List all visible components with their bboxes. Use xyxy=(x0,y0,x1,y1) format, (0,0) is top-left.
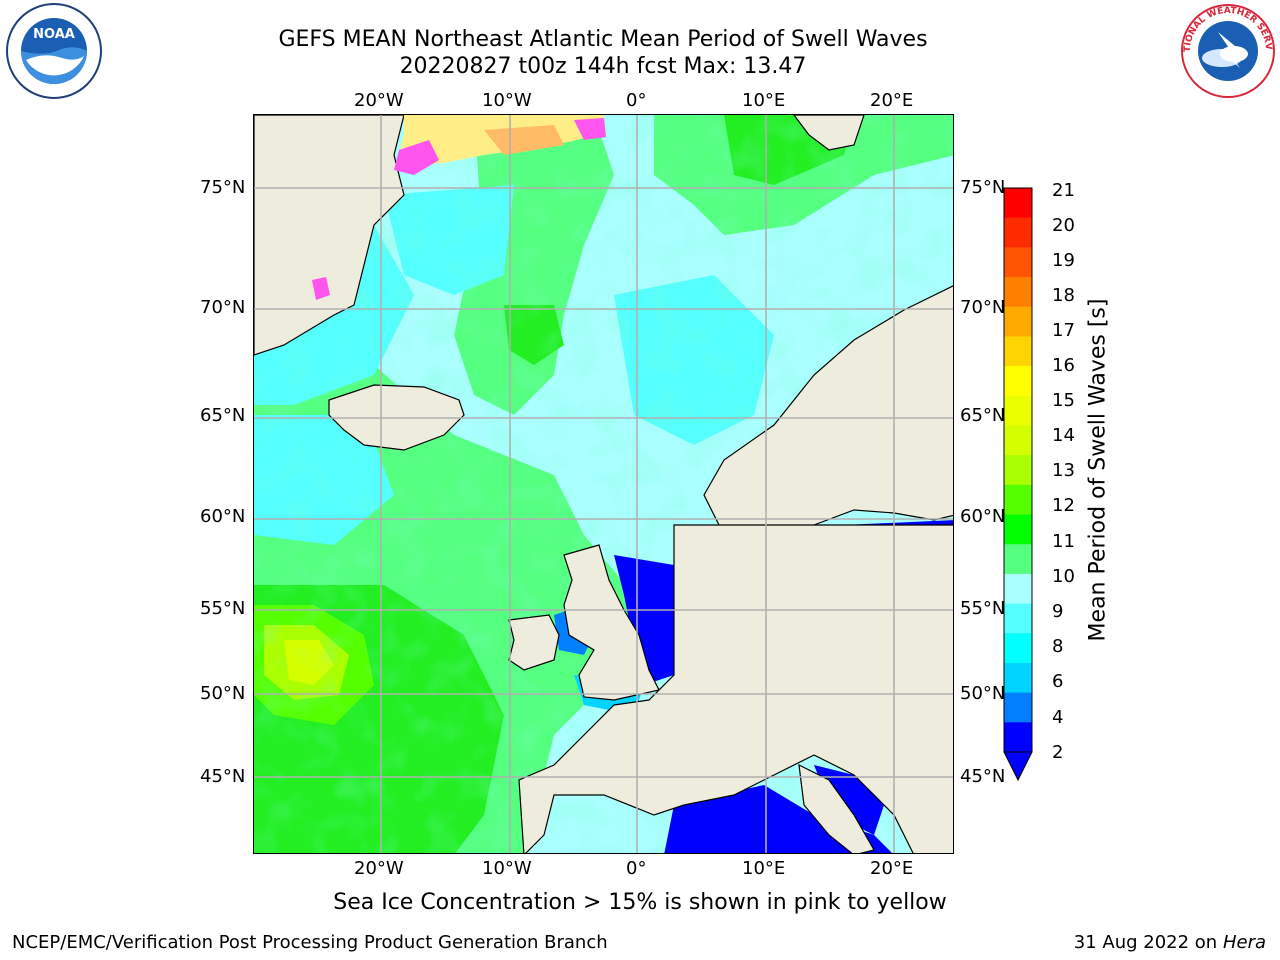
colorbar-band xyxy=(1004,277,1032,308)
lat-label-right-55n: 55°N xyxy=(960,598,1006,619)
colorbar-tick: 8 xyxy=(1052,636,1064,657)
footer-machine: Hera xyxy=(1222,932,1266,953)
colorbar-label: Mean Period of Swell Waves [s] xyxy=(1085,298,1111,642)
colorbar-band xyxy=(1004,544,1032,575)
lat-label-right-60n: 60°N xyxy=(960,506,1006,527)
colorbar-tick: 12 xyxy=(1052,495,1075,516)
colorbar-band xyxy=(1004,633,1032,664)
lon-label-bottom-10e: 10°E xyxy=(742,858,786,879)
colorbar-tick: 13 xyxy=(1052,460,1075,481)
chart-title: GEFS MEAN Northeast Atlantic Mean Period… xyxy=(278,27,928,52)
lat-label-right-65n: 65°N xyxy=(960,405,1006,426)
lat-label-left-55n: 55°N xyxy=(200,598,246,619)
lon-label-bottom-0: 0° xyxy=(626,858,647,879)
chart-subtitle: 20220827 t00z 144h fcst Max: 13.47 xyxy=(399,54,807,79)
colorbar-tick: 10 xyxy=(1052,566,1075,587)
colorbar-band xyxy=(1004,514,1032,545)
map-canvas xyxy=(254,115,953,853)
colorbar-band xyxy=(1004,217,1032,248)
svg-text:NOAA: NOAA xyxy=(33,27,75,42)
colorbar-band xyxy=(1004,395,1032,426)
colorbar-band xyxy=(1004,603,1032,634)
colorbar-band xyxy=(1004,247,1032,278)
colorbar-band xyxy=(1004,306,1032,337)
colorbar xyxy=(1003,187,1033,782)
colorbar-tick: 9 xyxy=(1052,601,1064,622)
noaa-logo: NOAA xyxy=(6,3,102,99)
nws-logo: NATIONAL WEATHER SERVICE xyxy=(1178,2,1275,98)
lon-label-top-0: 0° xyxy=(626,90,647,111)
lon-label-top-10w: 10°W xyxy=(482,90,532,111)
colorbar-tick: 18 xyxy=(1052,285,1075,306)
lat-label-left-70n: 70°N xyxy=(200,297,246,318)
colorbar-frame xyxy=(1003,187,1033,753)
colorbar-tick: 21 xyxy=(1052,180,1075,201)
lon-label-top-10e: 10°E xyxy=(742,90,786,111)
sea-ice-note: Sea Ice Concentration > 15% is shown in … xyxy=(333,890,947,915)
colorbar-tick: 2 xyxy=(1052,742,1064,763)
lon-label-bottom-10w: 10°W xyxy=(482,858,532,879)
lat-label-right-75n: 75°N xyxy=(960,177,1006,198)
footer-credit: NCEP/EMC/Verification Post Processing Pr… xyxy=(12,932,608,953)
lat-label-left-45n: 45°N xyxy=(200,766,246,787)
footer-date: 31 Aug 2022 on Hera xyxy=(1074,932,1266,953)
lat-label-left-50n: 50°N xyxy=(200,683,246,704)
colorbar-tick: 20 xyxy=(1052,215,1075,236)
colorbar-tick: 14 xyxy=(1052,425,1075,446)
lon-label-bottom-20w: 20°W xyxy=(354,858,404,879)
footer-date-text: 31 Aug 2022 on xyxy=(1073,932,1218,953)
colorbar-band xyxy=(1004,692,1032,723)
colorbar-band xyxy=(1004,722,1032,753)
colorbar-band xyxy=(1004,188,1032,219)
colorbar-band xyxy=(1004,662,1032,694)
lat-label-right-45n: 45°N xyxy=(960,766,1006,787)
lon-label-top-20w: 20°W xyxy=(354,90,404,111)
colorbar-tick: 4 xyxy=(1052,707,1064,728)
colorbar-band xyxy=(1004,484,1032,516)
lat-label-right-50n: 50°N xyxy=(960,683,1006,704)
lat-label-right-70n: 70°N xyxy=(960,297,1006,318)
lat-label-left-75n: 75°N xyxy=(200,177,246,198)
lat-label-left-60n: 60°N xyxy=(200,506,246,527)
lon-label-top-20e: 20°E xyxy=(870,90,914,111)
colorbar-tick: 17 xyxy=(1052,320,1075,341)
colorbar-band xyxy=(1004,336,1032,367)
colorbar-tick: 16 xyxy=(1052,355,1075,376)
lat-label-left-65n: 65°N xyxy=(200,405,246,426)
colorbar-band xyxy=(1004,455,1032,486)
colorbar-tick: 11 xyxy=(1052,531,1075,552)
colorbar-tick: 19 xyxy=(1052,250,1075,271)
lon-label-bottom-20e: 20°E xyxy=(870,858,914,879)
map-panel xyxy=(253,114,954,854)
colorbar-band xyxy=(1004,366,1032,397)
colorbar-tick: 6 xyxy=(1052,671,1064,692)
colorbar-extend-triangle xyxy=(1003,751,1033,782)
colorbar-tick: 15 xyxy=(1052,390,1075,411)
colorbar-band xyxy=(1004,425,1032,456)
graticule xyxy=(254,115,953,853)
colorbar-band xyxy=(1004,573,1032,605)
